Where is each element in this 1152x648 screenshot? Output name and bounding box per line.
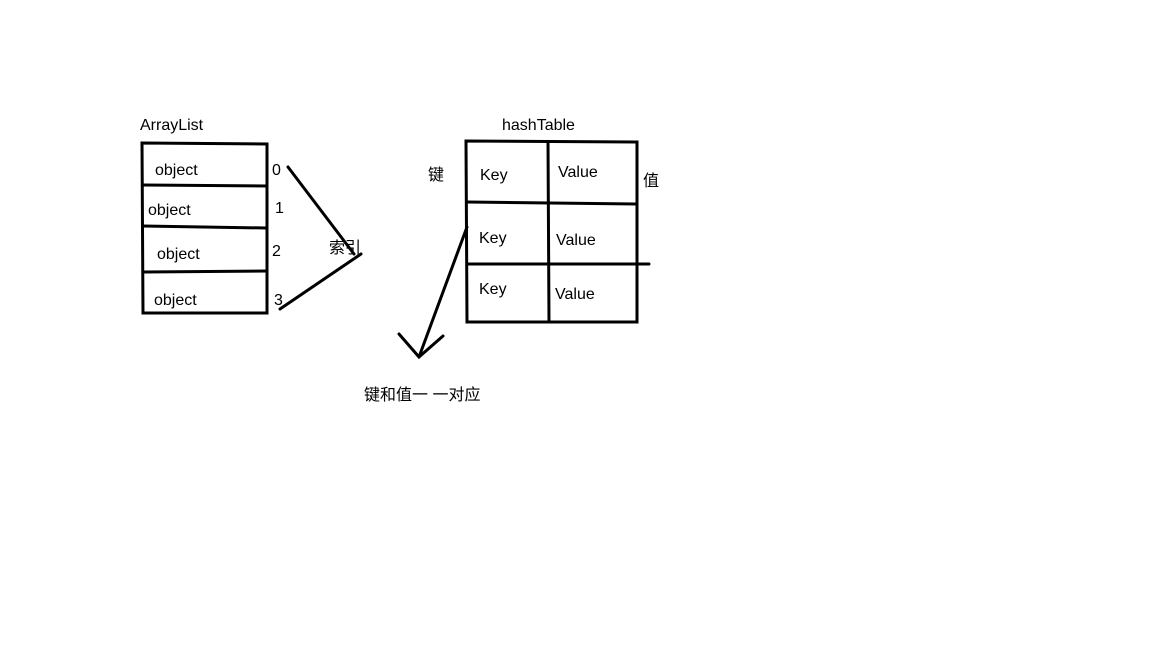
arraylist-row-label: object bbox=[157, 246, 200, 264]
hashtable-key-cell: Key bbox=[479, 230, 507, 248]
arraylist-title: ArrayList bbox=[140, 117, 203, 135]
diagram-lines bbox=[0, 0, 1152, 648]
index-annotation: 索引 bbox=[329, 234, 361, 258]
hashtable-value-cell: Value bbox=[555, 286, 595, 304]
key-annotation: 键 bbox=[428, 161, 444, 185]
arraylist-row-index: 0 bbox=[272, 162, 281, 180]
arraylist-row-index: 3 bbox=[274, 292, 283, 310]
hashtable-key-cell: Key bbox=[479, 281, 507, 299]
arraylist-row-label: object bbox=[155, 162, 198, 180]
arraylist-row-label: object bbox=[148, 202, 191, 220]
arraylist-row-label: object bbox=[154, 292, 197, 310]
hashtable-value-cell: Value bbox=[558, 164, 598, 182]
value-annotation: 值 bbox=[643, 167, 659, 191]
arraylist-row-index: 1 bbox=[275, 200, 284, 218]
mapping-annotation: 键和值一 一对应 bbox=[364, 381, 480, 405]
hashtable-value-cell: Value bbox=[556, 232, 596, 250]
arraylist-row-index: 2 bbox=[272, 243, 281, 261]
hashtable-title: hashTable bbox=[502, 117, 575, 135]
hashtable-key-cell: Key bbox=[480, 167, 508, 185]
